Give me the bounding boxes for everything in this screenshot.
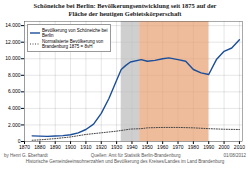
- svg-text:1960: 1960: [157, 144, 168, 150]
- svg-text:2010: 2010: [234, 144, 245, 150]
- svg-text:4.000: 4.000: [8, 105, 21, 111]
- html-text:Normalisierte Bevölkerung von: Normalisierte Bevölkerung von Brandenbur…: [42, 38, 104, 49]
- svg-text:1910: 1910: [80, 144, 91, 150]
- svg-text:8.000: 8.000: [8, 72, 21, 78]
- svg-text:1930: 1930: [111, 144, 122, 150]
- svg-text:10.000: 10.000: [5, 55, 21, 61]
- svg-text:1940: 1940: [126, 144, 137, 150]
- html-text:Bevölkerung von Schöneiche bei: Bevölkerung von Schöneiche bei Berlin: [42, 27, 108, 38]
- svg-text:1900: 1900: [65, 144, 76, 150]
- svg-text:1920: 1920: [96, 144, 107, 150]
- svg-text:14.000: 14.000: [5, 22, 21, 28]
- html-text:Schöneiche bei Berlin: Bevölke: Schöneiche bei Berlin: Bevölkerungsentwi…: [33, 2, 217, 17]
- svg-text:1950: 1950: [142, 144, 153, 150]
- svg-text:1990: 1990: [203, 144, 214, 150]
- svg-text:0: 0: [17, 138, 21, 145]
- html-text:01/08/2012: 01/08/2012: [223, 153, 246, 158]
- svg-text:1880: 1880: [34, 144, 45, 150]
- svg-text:1870: 1870: [19, 144, 30, 150]
- svg-text:6.000: 6.000: [8, 88, 21, 94]
- svg-text:1890: 1890: [50, 144, 61, 150]
- html-text:Historische Gemeindeeinwohnerz: Historische Gemeindeeinwohnerzahlen und …: [25, 158, 225, 164]
- svg-text:1980: 1980: [188, 144, 199, 150]
- svg-text:1970: 1970: [172, 144, 183, 150]
- svg-text:12.000: 12.000: [5, 39, 21, 45]
- html-text:Quellen: Amt für Statistik Ber: Quellen: Amt für Statistik Berlin-Brande…: [90, 153, 181, 158]
- svg-text:2000: 2000: [219, 144, 230, 150]
- svg-text:2.000: 2.000: [8, 122, 21, 128]
- html-text:by Henri G. Eberhardt: by Henri G. Eberhardt: [4, 153, 48, 158]
